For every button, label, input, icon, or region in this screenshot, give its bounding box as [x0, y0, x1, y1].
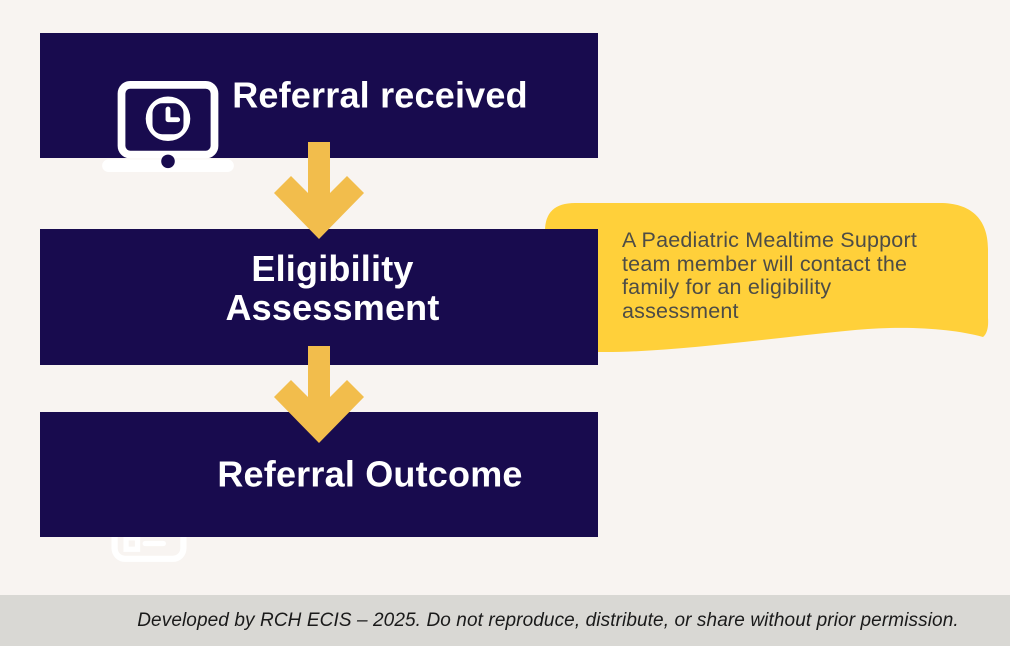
callout-line: family for an eligibility: [622, 275, 832, 299]
footer-disclaimer-text: Developed by RCH ECIS – 2025. Do not rep…: [137, 609, 959, 631]
footer-band: Developed by RCH ECIS – 2025. Do not rep…: [0, 595, 1010, 646]
step-label: Eligibility Assessment: [225, 248, 440, 328]
step-referral-outcome: Referral Outcome: [40, 412, 598, 537]
callout-line: assessment: [622, 298, 739, 323]
step-label: Referral Outcome: [217, 453, 523, 495]
laptop-clock-icon: [102, 80, 234, 172]
step-label: Referral received: [232, 74, 528, 116]
callout-text: A Paediatric Mealtime Support team membe…: [622, 228, 918, 323]
callout-line: A Paediatric Mealtime Support: [622, 228, 918, 252]
callout-line: team member will contact the: [622, 251, 908, 276]
step-referral-received: Referral received: [40, 33, 598, 172]
step-eligibility-assessment: Eligibility Assessment: [40, 229, 598, 562]
